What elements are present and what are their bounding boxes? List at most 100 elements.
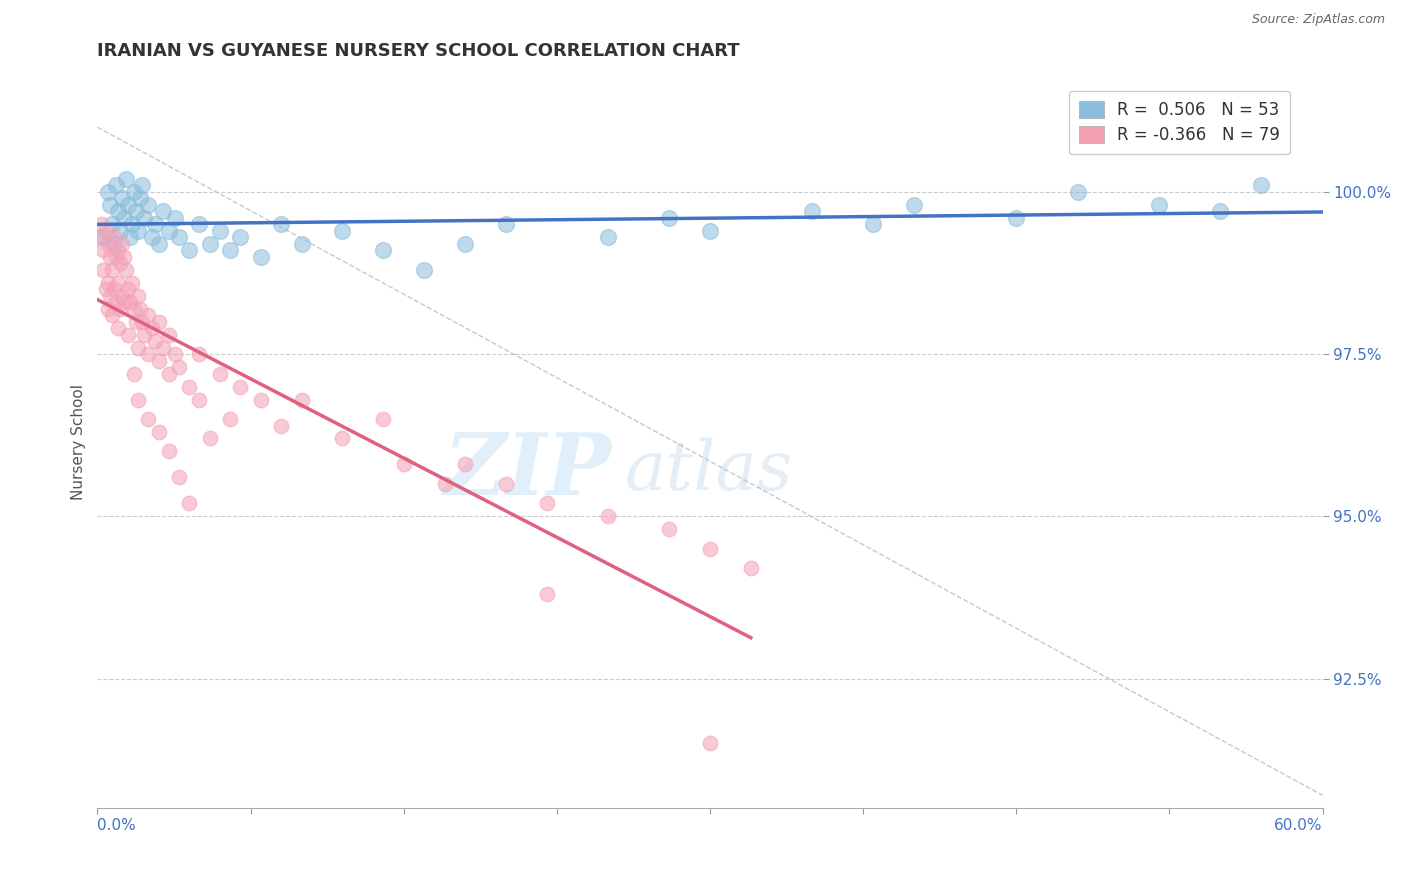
Point xyxy=(121,218,143,232)
Point xyxy=(536,587,558,601)
Point xyxy=(658,211,681,225)
Point xyxy=(1250,178,1272,193)
Point xyxy=(138,198,160,212)
Point xyxy=(122,367,145,381)
Point xyxy=(152,341,174,355)
Point xyxy=(138,347,160,361)
Point xyxy=(104,250,127,264)
Point xyxy=(93,244,115,258)
Point xyxy=(157,224,180,238)
Legend: R =  0.506   N = 53, R = -0.366   N = 79: R = 0.506 N = 53, R = -0.366 N = 79 xyxy=(1069,91,1289,153)
Point xyxy=(100,308,122,322)
Text: Source: ZipAtlas.com: Source: ZipAtlas.com xyxy=(1251,13,1385,27)
Point xyxy=(107,321,129,335)
Point xyxy=(100,262,122,277)
Point xyxy=(104,295,127,310)
Point xyxy=(108,256,131,270)
Point xyxy=(90,218,112,232)
Point xyxy=(93,230,115,244)
Point xyxy=(332,224,354,238)
Point xyxy=(699,736,721,750)
Point xyxy=(163,347,186,361)
Point xyxy=(179,379,201,393)
Point xyxy=(270,218,292,232)
Point xyxy=(104,178,127,193)
Point xyxy=(138,412,160,426)
Point xyxy=(596,509,619,524)
Point xyxy=(98,289,121,303)
Point xyxy=(122,301,145,316)
Point xyxy=(97,301,120,316)
Point xyxy=(188,218,211,232)
Point xyxy=(179,496,201,510)
Point xyxy=(108,224,131,238)
Point xyxy=(249,250,271,264)
Point xyxy=(107,204,129,219)
Point xyxy=(94,224,117,238)
Point xyxy=(98,198,121,212)
Point xyxy=(157,327,180,342)
Point xyxy=(100,218,122,232)
Point xyxy=(141,230,163,244)
Point xyxy=(290,392,312,407)
Point xyxy=(117,282,139,296)
Point xyxy=(495,218,517,232)
Point xyxy=(134,327,156,342)
Point xyxy=(94,282,117,296)
Point xyxy=(290,236,312,251)
Point xyxy=(373,244,395,258)
Point xyxy=(134,211,156,225)
Point xyxy=(93,262,115,277)
Y-axis label: Nursery School: Nursery School xyxy=(72,384,86,500)
Point xyxy=(141,321,163,335)
Point xyxy=(179,244,201,258)
Point xyxy=(198,432,221,446)
Point xyxy=(699,224,721,238)
Point xyxy=(167,230,190,244)
Point xyxy=(138,308,160,322)
Point xyxy=(148,425,170,439)
Point xyxy=(188,347,211,361)
Point xyxy=(903,198,925,212)
Point xyxy=(229,379,252,393)
Point xyxy=(208,367,231,381)
Point xyxy=(89,230,111,244)
Text: ZIP: ZIP xyxy=(444,429,612,513)
Point xyxy=(127,392,149,407)
Text: 60.0%: 60.0% xyxy=(1274,818,1323,833)
Point xyxy=(127,289,149,303)
Point xyxy=(117,327,139,342)
Point xyxy=(111,289,134,303)
Point xyxy=(373,412,395,426)
Point xyxy=(433,477,456,491)
Text: IRANIAN VS GUYANESE NURSERY SCHOOL CORRELATION CHART: IRANIAN VS GUYANESE NURSERY SCHOOL CORRE… xyxy=(97,42,740,60)
Point xyxy=(115,262,138,277)
Point xyxy=(1209,204,1232,219)
Point xyxy=(167,470,190,484)
Point xyxy=(332,432,354,446)
Point xyxy=(103,230,125,244)
Point xyxy=(97,236,120,251)
Point xyxy=(699,541,721,556)
Point xyxy=(121,276,143,290)
Point xyxy=(107,244,129,258)
Point xyxy=(198,236,221,251)
Point xyxy=(219,412,242,426)
Point xyxy=(148,315,170,329)
Point xyxy=(157,444,180,458)
Point xyxy=(97,276,120,290)
Point xyxy=(118,230,141,244)
Point xyxy=(122,185,145,199)
Point xyxy=(801,204,824,219)
Point xyxy=(862,218,884,232)
Point xyxy=(131,178,153,193)
Point xyxy=(596,230,619,244)
Point xyxy=(658,522,681,536)
Point xyxy=(125,315,148,329)
Point xyxy=(127,341,149,355)
Point xyxy=(454,236,477,251)
Point xyxy=(413,262,436,277)
Point xyxy=(143,218,166,232)
Point xyxy=(392,458,415,472)
Point xyxy=(112,295,135,310)
